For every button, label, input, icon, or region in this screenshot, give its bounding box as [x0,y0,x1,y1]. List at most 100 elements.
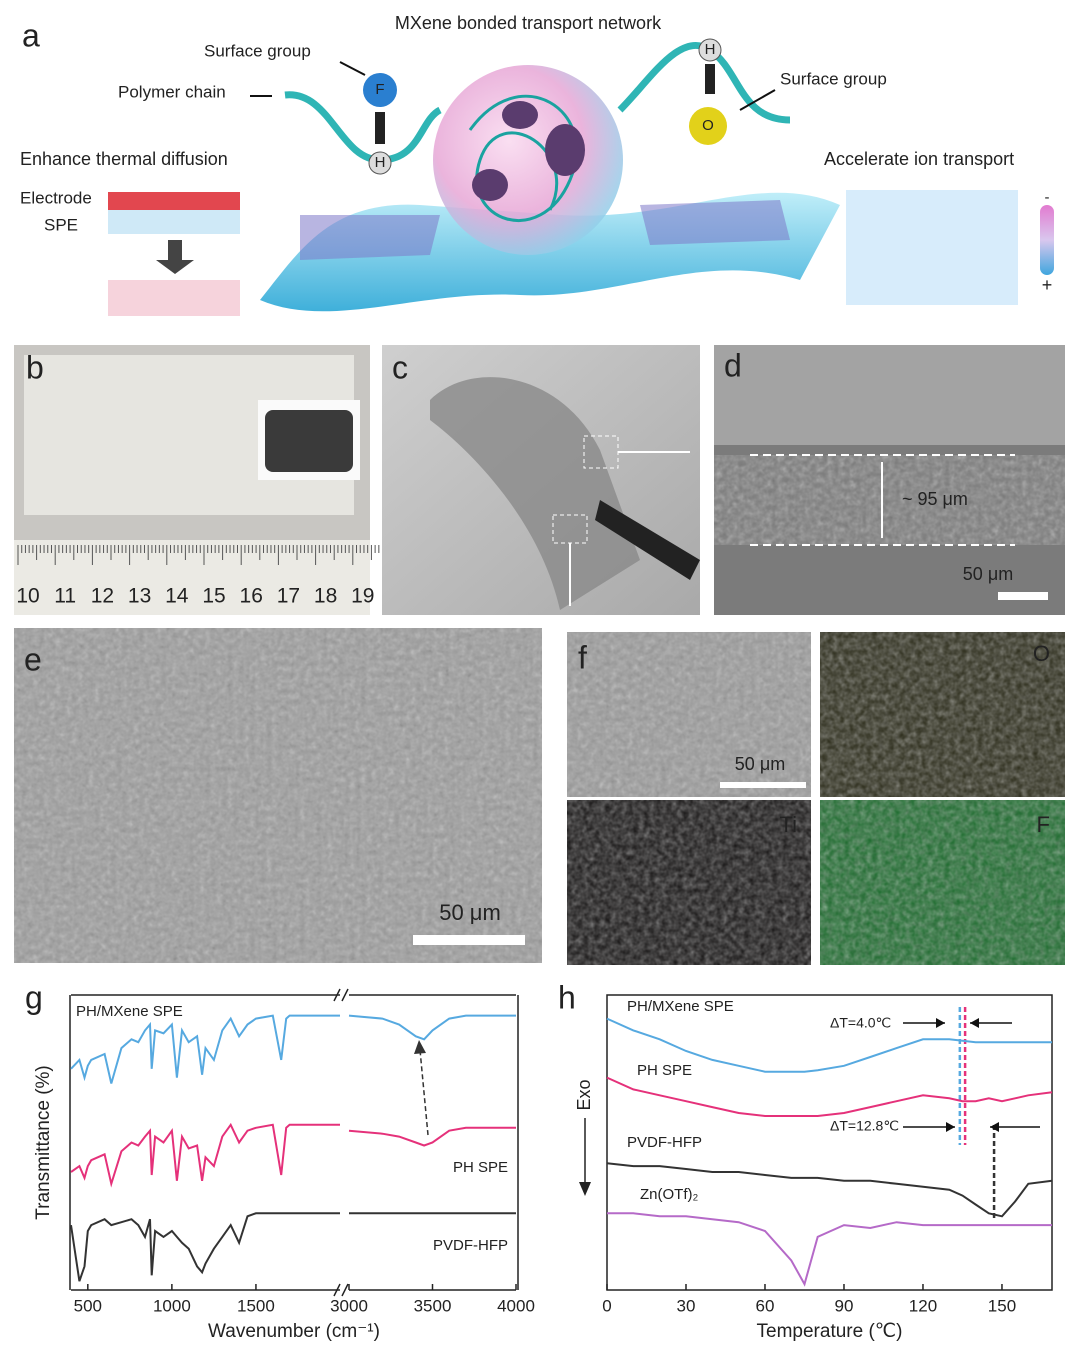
annotation: SPE [44,215,78,234]
shape [368,151,392,175]
panel-label: g [25,979,43,1015]
shape [413,935,525,945]
x-tick-label: 0 [602,1296,611,1315]
map-label: O [1033,641,1050,666]
x-tick-label: 3000 [330,1296,368,1315]
shape [720,782,806,788]
scale-bar-label: 50 μm [439,900,501,925]
data-line [70,1122,340,1188]
panel-c: c [382,345,700,615]
map-label: Ti [779,812,797,837]
shape [433,65,623,255]
data-line [606,1162,1053,1218]
ruler: 10 11 12 13 14 15 16 17 18 19 [16,545,387,608]
shape [472,169,508,201]
series-label: PH/MXene SPE [76,1003,183,1020]
shape [998,592,1048,600]
panel-label: c [392,349,408,385]
shape [705,64,715,94]
y-axis-label: Exo [574,1079,594,1110]
shape [375,112,385,144]
series-label: PH SPE [637,1062,692,1079]
series-label: PVDF-HFP [433,1237,508,1254]
atom: O [702,117,714,134]
shape [108,192,240,210]
shape [363,73,397,107]
ruler-label: 18 [314,585,337,608]
scale-bar-label: 50 μm [963,564,1013,584]
atom: F [375,81,384,98]
annotation: Surface group [204,41,311,60]
panel-label: d [724,347,742,383]
shape [300,215,440,260]
axis-arrow [579,1182,591,1196]
x-axis-label: Temperature (℃) [757,1321,903,1342]
x-tick-label: 90 [835,1296,854,1315]
shape [1040,205,1054,275]
ruler-label: 14 [165,585,189,608]
arrow-head [946,1122,955,1132]
plot-frame [606,994,1053,1291]
y-axis-label: Transmittance (%) [33,1065,54,1220]
ruler-label: 17 [277,585,300,608]
data-line [348,1126,516,1147]
shape [108,210,240,234]
shape [698,38,722,62]
series-label: PH/MXene SPE [627,998,734,1015]
panel-label: h [558,979,576,1015]
series-label: PH SPE [453,1159,508,1176]
map-label: F [1037,812,1050,837]
x-tick-label: 4000 [497,1296,535,1315]
shape [820,632,1065,797]
panel-b: b 10 11 12 13 14 15 16 17 18 19 [14,345,387,615]
ruler-label: 11 [54,585,76,608]
shape [714,455,1065,545]
shape [640,200,790,245]
arrow-head [936,1018,945,1028]
panel-a: a MXene bonded transport network F H H O… [20,13,1054,316]
x-tick-label: 3500 [414,1296,452,1315]
shape [14,628,542,963]
shape [567,800,811,965]
data-line [607,1212,1052,1287]
caption: Accelerate ion transport [824,149,1014,169]
annotation: ΔT=12.8℃ [830,1118,899,1134]
panel-e: 50 μm e [14,628,542,963]
shape [156,240,194,274]
shape [545,124,585,176]
panel-label: f [578,639,587,675]
atom: H [705,41,716,58]
arrow-head [970,1018,979,1028]
panel-title: MXene bonded transport network [395,13,662,33]
shape [689,107,727,145]
shape [502,101,538,129]
ruler-label: 16 [240,585,263,608]
data-line [348,1014,516,1041]
x-tick-label: 120 [909,1296,937,1315]
axis-break [333,1283,341,1297]
shape [714,345,1065,445]
shape [284,91,442,164]
ruler-label: 13 [128,585,151,608]
atom: H [375,154,386,171]
dashed-arrow [419,1049,429,1136]
ruler-label: 10 [16,585,39,608]
shape [846,190,1018,305]
shape [739,89,776,111]
data-line [606,1076,1053,1117]
ruler-label: 19 [351,585,374,608]
series-label: PVDF-HFP [627,1134,702,1151]
shape [820,800,1065,965]
shape [595,500,700,580]
data-line [70,1014,340,1084]
ruler-label: 12 [91,585,114,608]
axis-break [341,988,349,1002]
dashed-arrow-head [414,1040,426,1054]
scale-bar-label: 50 μm [735,754,785,774]
x-tick-label: 1500 [237,1296,275,1315]
panel-label: a [22,17,40,53]
x-tick-label: 500 [74,1296,102,1315]
x-tick-label: 150 [988,1296,1016,1315]
annotation: Polymer chain [118,82,226,101]
x-tick-label: 1000 [153,1296,191,1315]
